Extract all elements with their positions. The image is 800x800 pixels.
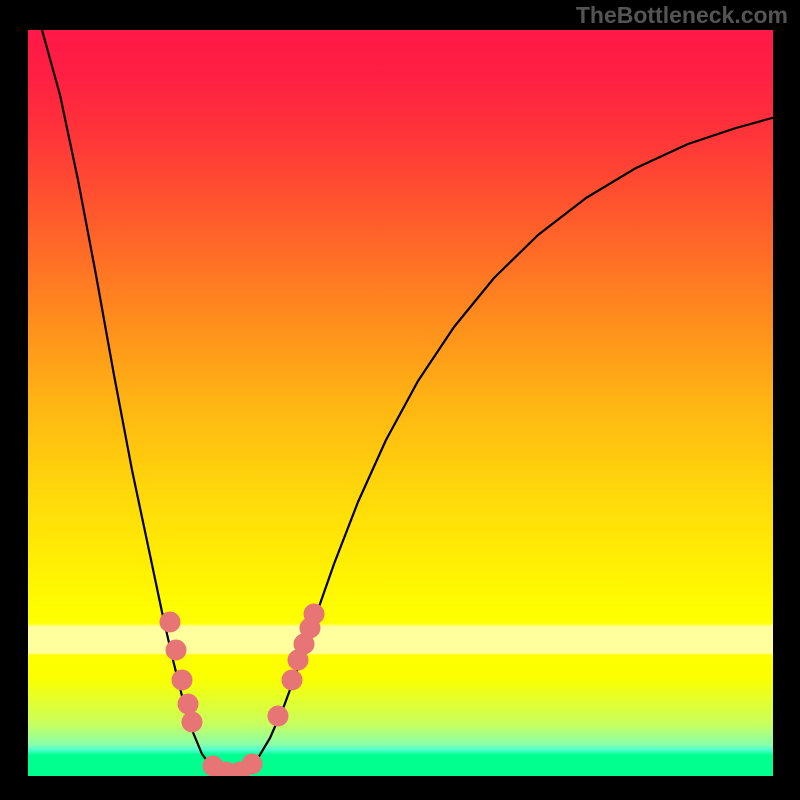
data-point: [160, 612, 180, 632]
data-point: [282, 670, 302, 690]
data-point: [304, 604, 324, 624]
data-point: [166, 640, 186, 660]
plot-area: [28, 30, 773, 776]
chart-frame: TheBottleneck.com: [0, 0, 800, 800]
gradient-background: [28, 30, 773, 776]
data-point: [172, 670, 192, 690]
watermark-text: TheBottleneck.com: [576, 2, 788, 29]
plot-svg: [28, 30, 773, 776]
data-point: [268, 706, 288, 726]
data-point: [242, 754, 262, 774]
data-point: [178, 694, 198, 714]
data-point: [182, 712, 202, 732]
